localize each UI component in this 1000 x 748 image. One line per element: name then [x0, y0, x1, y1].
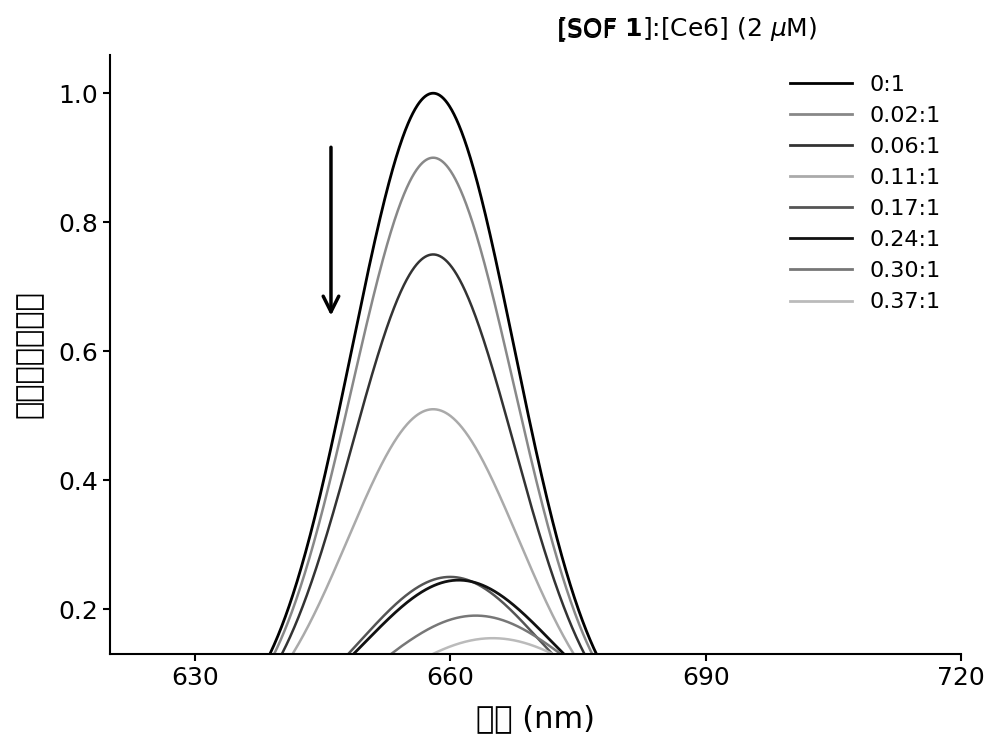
Text: [SOF $\mathbf{1}$]:[Ce6] (2 $\mu$M): [SOF $\mathbf{1}$]:[Ce6] (2 $\mu$M) — [557, 14, 817, 43]
0.02:1 — [61, 734, 73, 743]
0.06:1 — [427, 250, 439, 259]
X-axis label: 波长 (nm): 波长 (nm) — [476, 704, 595, 733]
0.30:1 — [971, 734, 983, 743]
Line: 0.11:1: 0.11:1 — [67, 409, 1000, 738]
0.24:1 — [998, 734, 1000, 743]
0.37:1 — [517, 638, 529, 647]
0.37:1 — [998, 734, 1000, 743]
0.11:1 — [998, 734, 1000, 743]
0.24:1 — [971, 734, 983, 743]
0:1 — [799, 734, 811, 743]
0.37:1 — [487, 634, 499, 643]
0.02:1 — [998, 734, 1000, 743]
0.02:1 — [799, 734, 811, 743]
0.02:1 — [492, 313, 504, 322]
0.37:1 — [492, 634, 504, 643]
0.02:1 — [971, 734, 983, 743]
0.17:1 — [998, 734, 1000, 743]
0.30:1 — [109, 734, 121, 743]
0.37:1 — [971, 734, 983, 743]
Line: 0.17:1: 0.17:1 — [67, 577, 1000, 738]
0.17:1 — [971, 734, 983, 743]
0.30:1 — [517, 625, 529, 634]
Line: 0.02:1: 0.02:1 — [67, 158, 1000, 738]
0.06:1 — [971, 734, 983, 743]
0.30:1 — [61, 734, 73, 743]
0.06:1 — [517, 472, 529, 481]
0.17:1 — [109, 734, 121, 743]
Line: 0.37:1: 0.37:1 — [67, 638, 1000, 738]
0.30:1 — [799, 733, 811, 742]
0.17:1 — [61, 734, 73, 743]
0:1 — [109, 733, 121, 742]
0:1 — [492, 266, 504, 275]
0.17:1 — [517, 618, 529, 627]
Legend: 0:1, 0.02:1, 0.06:1, 0.11:1, 0.17:1, 0.24:1, 0.30:1, 0.37:1: 0:1, 0.02:1, 0.06:1, 0.11:1, 0.17:1, 0.2… — [781, 66, 950, 321]
0.37:1 — [971, 734, 983, 743]
0.06:1 — [971, 734, 983, 743]
0.24:1 — [109, 734, 121, 743]
0.30:1 — [971, 734, 983, 743]
0.11:1 — [971, 734, 983, 743]
0.24:1 — [61, 734, 73, 743]
0:1 — [517, 385, 529, 394]
0.02:1 — [427, 153, 439, 162]
Line: 0:1: 0:1 — [67, 94, 1000, 738]
0.24:1 — [971, 734, 983, 743]
0.02:1 — [109, 733, 121, 742]
0.37:1 — [799, 733, 811, 742]
0.24:1 — [799, 734, 811, 743]
0.17:1 — [492, 594, 504, 603]
0.30:1 — [470, 611, 482, 620]
Line: 0.30:1: 0.30:1 — [67, 616, 1000, 738]
0.37:1 — [61, 734, 73, 743]
0.11:1 — [61, 734, 73, 743]
0.06:1 — [61, 734, 73, 743]
0.30:1 — [998, 734, 1000, 743]
0.06:1 — [998, 734, 1000, 743]
0.17:1 — [444, 572, 456, 581]
0.24:1 — [517, 609, 529, 618]
0:1 — [971, 734, 983, 743]
0:1 — [61, 734, 73, 743]
0.06:1 — [109, 734, 121, 743]
0.11:1 — [517, 545, 529, 554]
0.11:1 — [971, 734, 983, 743]
0.11:1 — [492, 488, 504, 497]
0.30:1 — [492, 614, 504, 623]
0.06:1 — [492, 383, 504, 392]
0.06:1 — [799, 734, 811, 743]
0.11:1 — [427, 405, 439, 414]
0.02:1 — [517, 420, 529, 429]
Y-axis label: 归一化荧光强度: 归一化荧光强度 — [15, 290, 44, 418]
Text: [SOF: [SOF — [557, 19, 624, 43]
0.24:1 — [453, 576, 465, 585]
0:1 — [427, 89, 439, 98]
0.17:1 — [799, 734, 811, 743]
Line: 0.24:1: 0.24:1 — [67, 580, 1000, 738]
0.02:1 — [971, 734, 983, 743]
0.37:1 — [109, 734, 121, 743]
0.11:1 — [109, 733, 121, 742]
0.24:1 — [492, 589, 504, 598]
Line: 0.06:1: 0.06:1 — [67, 254, 1000, 738]
0.11:1 — [799, 734, 811, 743]
0:1 — [998, 734, 1000, 743]
0.17:1 — [971, 734, 983, 743]
0:1 — [971, 734, 983, 743]
